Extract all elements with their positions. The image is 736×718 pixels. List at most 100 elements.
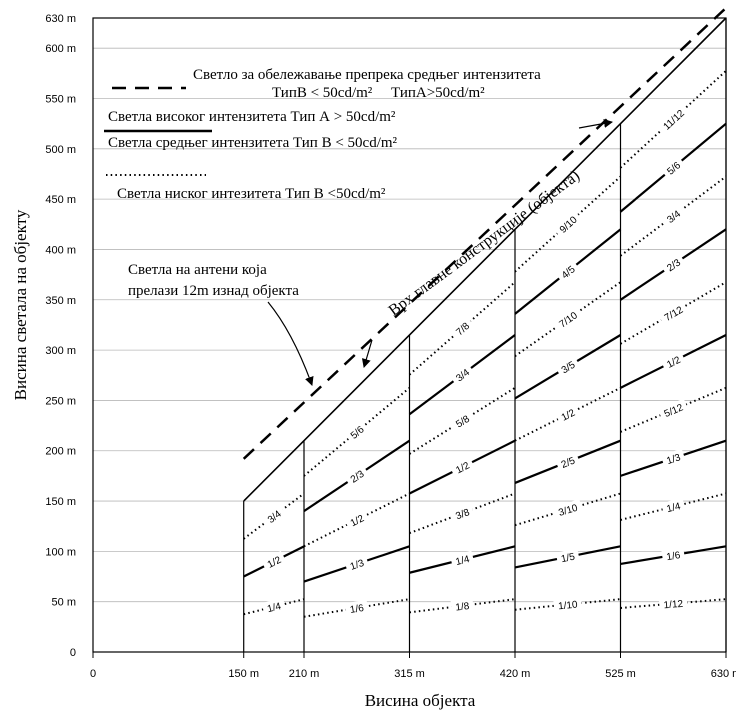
fraction-label-210-1-2: 1/2 <box>261 550 287 573</box>
fraction-label-bg <box>553 596 583 613</box>
fraction-label-bg <box>261 597 287 616</box>
antenna-annotation: Светла на антени која прелази 12m изнад … <box>128 262 314 386</box>
light-line-210-1-4 <box>243 598 305 616</box>
y-tick-label-6: 300 m <box>45 345 76 357</box>
antenna-arrow <box>267 301 314 386</box>
y-tick-label-8: 400 m <box>45 244 76 256</box>
fraction-label-420-3-8: 3/8 <box>449 503 475 524</box>
fraction-label-bg <box>658 595 688 612</box>
fraction-label-bg <box>344 554 370 574</box>
axis-layer: 0 50 m 100 m 150 m 200 m 250 m 300 m 350 m 400 m… <box>45 13 736 680</box>
fraction-label-315-1-6: 1/6 <box>344 599 369 617</box>
fraction-label-bg <box>344 419 370 444</box>
y-tick-label-10: 500 m <box>45 144 76 156</box>
x-tick-label-6: 630 m <box>711 668 736 680</box>
fraction-label-bg <box>344 599 369 617</box>
legend-dashed-sublabel: ТипВ < 50cd/m² ТипА>50cd/m² <box>272 85 485 101</box>
fraction-label-text: 1/8 <box>455 601 471 614</box>
fraction-label-text: 1/6 <box>349 603 365 616</box>
x-tick-label-0: 0 <box>90 668 96 680</box>
fraction-label-420-1-8: 1/8 <box>450 597 474 614</box>
fraction-label-text: 2/5 <box>560 455 577 471</box>
fraction-label-text: 3/8 <box>454 507 471 522</box>
structure-arrow-right <box>578 119 613 129</box>
y-tick-label-13: 630 m <box>45 13 76 25</box>
y-tick-label-2: 100 m <box>45 546 76 558</box>
fraction-label-210-3-4: 3/4 <box>261 504 287 528</box>
legend-dashed-label: Светло за обележавање препрека средњег и… <box>193 67 541 83</box>
y-tick-label-5: 250 m <box>45 395 76 407</box>
y-tick-label-11: 550 m <box>45 94 76 106</box>
fraction-label-bg <box>555 403 581 425</box>
y-tick-label-12: 600 m <box>45 43 76 55</box>
fraction-label-bg <box>555 259 581 284</box>
fraction-label-text: 1/4 <box>666 501 683 515</box>
fraction-label-bg <box>657 300 689 326</box>
fraction-label-525-2-5: 2/5 <box>555 451 581 472</box>
light-line-525-1-2 <box>514 386 621 442</box>
y-tick-label-1: 50 m <box>52 597 76 609</box>
fraction-label-315-1-2: 1/2 <box>344 509 370 531</box>
x-tick-label-1: 150 m <box>228 668 259 680</box>
fraction-label-text: 1/4 <box>266 601 283 615</box>
legend: Светло за обележавање препрека средњег и… <box>104 67 541 202</box>
y-tick-label-9: 450 m <box>45 194 76 206</box>
antenna-dashed-line <box>242 7 727 460</box>
fraction-label-525-1-10: 1/10 <box>553 596 583 613</box>
light-line-630-1-4 <box>620 492 727 521</box>
fraction-label-bg <box>261 504 287 528</box>
antenna-annotation-line1: Светла на антени која <box>128 262 267 278</box>
fraction-label-text: 1/3 <box>665 452 682 467</box>
fraction-label-bg <box>344 509 370 531</box>
y-tick-label-4: 200 m <box>45 446 76 458</box>
fraction-label-text: 1/5 <box>560 552 576 566</box>
fraction-label-bg <box>450 597 474 614</box>
fraction-label-bg <box>661 546 686 564</box>
y-tick-label-7: 350 m <box>45 295 76 307</box>
fraction-label-630-2-3: 2/3 <box>660 253 687 277</box>
fraction-label-630-1-3: 1/3 <box>660 448 686 468</box>
fraction-label-525-1-5: 1/5 <box>555 548 580 566</box>
x-tick-label-4: 420 m <box>500 668 531 680</box>
fraction-label-bg <box>661 497 686 516</box>
fraction-label-bg <box>657 398 689 422</box>
fraction-label-text: 1/12 <box>663 599 684 612</box>
legend-high-label: Светла високог интензитета Тип А > 50cd/… <box>108 109 396 125</box>
x-tick-label-5: 525 m <box>605 668 636 680</box>
fraction-label-630-1-12: 1/12 <box>658 595 688 612</box>
fraction-label-bg <box>449 409 476 433</box>
fraction-label-525-3-10: 3/10 <box>552 499 584 520</box>
fraction-label-bg <box>660 253 687 277</box>
antenna-annotation-line2: прелази 12m изнад објекта <box>128 283 299 299</box>
fraction-label-text: 3/10 <box>557 503 579 519</box>
fraction-label-210-1-4: 1/4 <box>261 597 287 616</box>
fraction-label-420-1-2: 1/2 <box>449 456 475 478</box>
fraction-label-630-1-2: 1/2 <box>660 350 686 373</box>
fraction-label-bg <box>450 550 475 569</box>
fraction-label-525-7-10: 7/10 <box>552 305 583 333</box>
fraction-label-630-3-4: 3/4 <box>660 204 686 228</box>
fraction-label-420-5-8: 5/8 <box>449 409 476 433</box>
fraction-label-525-1-2: 1/2 <box>555 403 581 425</box>
fraction-label-525-3-5: 3/5 <box>554 355 581 378</box>
structure-arrow-left <box>361 339 373 368</box>
x-tick-label-2: 210 m <box>289 668 320 680</box>
fraction-label-text: 1/4 <box>455 554 472 568</box>
fraction-label-630-11-12: 11/12 <box>656 102 691 136</box>
legend-low-label: Светла ниског интезитета Тип В <50cd/m² <box>117 186 386 202</box>
structure-top-label: Врх главне конструкције (објекта) <box>386 167 583 319</box>
fraction-label-bg <box>449 456 475 478</box>
fraction-label-bg <box>449 316 475 341</box>
fraction-label-bg <box>660 204 686 228</box>
x-tick-label-3: 315 m <box>394 668 425 680</box>
fraction-label-text: 1/6 <box>666 550 682 563</box>
fraction-label-text: 1/10 <box>558 599 579 612</box>
y-tick-label-0: 0 <box>70 647 76 659</box>
fraction-label-bg <box>449 362 475 387</box>
fraction-label-text: 1/3 <box>349 558 366 573</box>
fraction-label-bg <box>554 355 581 378</box>
fraction-label-bg <box>555 451 581 472</box>
fraction-label-420-1-4: 1/4 <box>450 550 475 569</box>
fraction-label-bg <box>660 448 686 468</box>
legend-medium-label: Светла средњег интензитета Тип В < 50cd/… <box>108 135 398 151</box>
